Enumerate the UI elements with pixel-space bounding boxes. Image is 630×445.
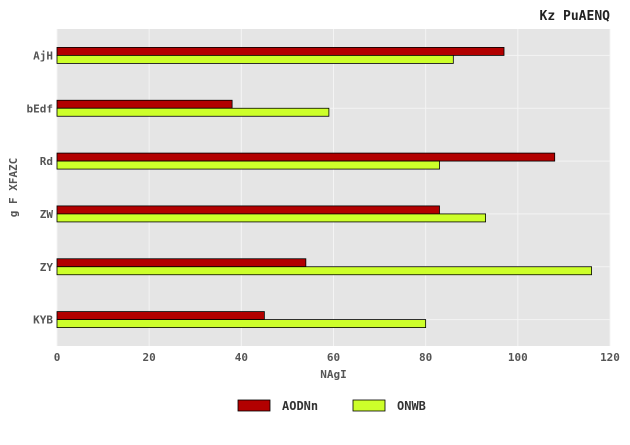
- y-tick-label: ZY: [40, 261, 54, 274]
- bar-AODNn-ZY: [56, 258, 307, 268]
- x-tick-label: 40: [235, 351, 248, 364]
- bar-ONWB-bEdf: [56, 107, 330, 117]
- x-tick-label: 120: [600, 351, 620, 364]
- bars: [56, 47, 592, 328]
- y-tick-label: AjH: [33, 49, 53, 62]
- y-tick-label: bEdf: [27, 102, 54, 115]
- y-tick-label: Rd: [40, 155, 53, 168]
- x-tick-label: 60: [327, 351, 340, 364]
- y-tick-label: KYB: [33, 314, 53, 327]
- bar-AODNn-AjH: [56, 47, 505, 56]
- x-tick-label: 80: [419, 351, 432, 364]
- legend-label: AODNn: [282, 399, 318, 413]
- bar-AODNn-ZW: [56, 205, 440, 215]
- chart-title: Kz PuAENQ: [540, 9, 611, 24]
- legend-swatch-ONWB: [352, 399, 386, 412]
- legend: AODNn ONWB: [237, 399, 426, 413]
- bar-ONWB-AjH: [56, 55, 454, 64]
- x-tick-label: 20: [143, 351, 156, 364]
- bar-ONWB-ZY: [56, 266, 592, 276]
- y-tick-label: ZW: [40, 208, 54, 221]
- bar-AODNn-bEdf: [56, 99, 233, 109]
- legend-label: ONWB: [397, 399, 426, 413]
- y-axis-title: g F XFAZC: [7, 158, 20, 218]
- bar-ONWB-ZW: [56, 213, 486, 223]
- y-axis-ticks: AjH bEdf Rd ZW ZY KYB: [27, 49, 54, 326]
- bar-AODNn-Rd: [56, 152, 556, 162]
- legend-swatch-AODNn: [237, 399, 271, 412]
- x-axis-ticks: 0 20 40 60 80 100 120: [54, 351, 620, 364]
- bar-ONWB-KYB: [56, 319, 427, 328]
- x-axis-title: NAgI: [320, 368, 347, 381]
- bar-AODNn-KYB: [56, 311, 265, 320]
- x-tick-label: 100: [508, 351, 528, 364]
- bar-ONWB-Rd: [56, 160, 440, 170]
- x-tick-label: 0: [54, 351, 61, 364]
